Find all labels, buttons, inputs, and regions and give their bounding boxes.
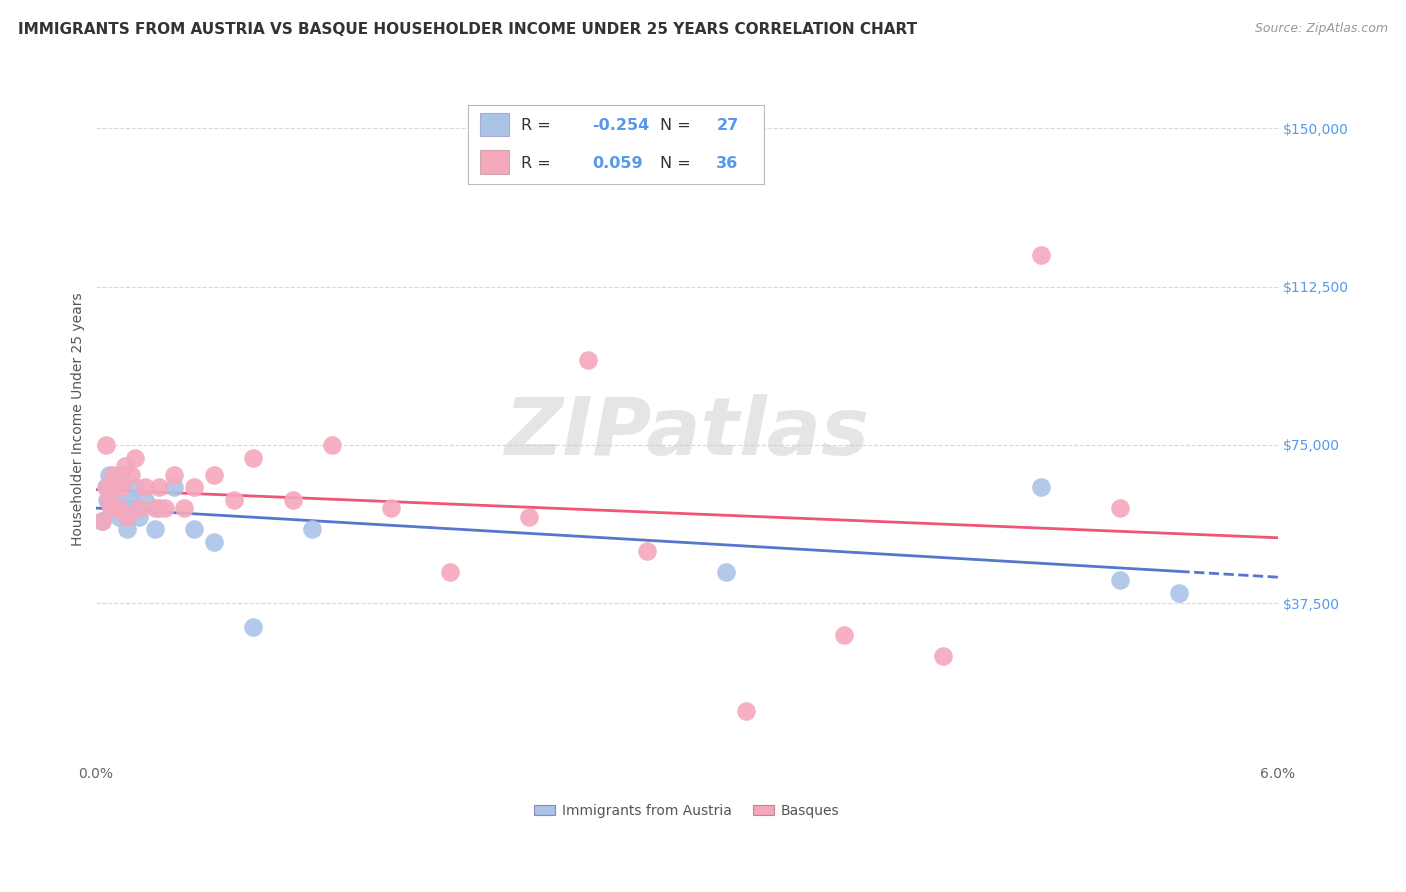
Point — [100, 501, 122, 516]
Point — [143, 523, 166, 537]
Point — [100, 501, 122, 516]
Point — [104, 480, 127, 494]
Point — [98, 467, 121, 482]
Point — [202, 467, 225, 482]
Point — [134, 492, 156, 507]
Point — [242, 619, 264, 633]
Point — [115, 523, 138, 537]
Point — [281, 492, 304, 507]
Point — [735, 704, 758, 718]
Point — [96, 480, 118, 494]
Point — [163, 467, 186, 482]
Point — [202, 535, 225, 549]
Y-axis label: Householder Income Under 25 years: Householder Income Under 25 years — [72, 293, 86, 547]
Point — [120, 492, 142, 507]
Point — [114, 458, 136, 473]
Point — [124, 450, 146, 465]
Point — [115, 509, 138, 524]
Point — [104, 492, 127, 507]
Point — [1031, 248, 1053, 262]
Point — [163, 480, 186, 494]
Point — [1031, 480, 1053, 494]
Point — [96, 492, 118, 507]
Point — [148, 480, 170, 494]
Point — [1109, 573, 1132, 587]
Text: IMMIGRANTS FROM AUSTRIA VS BASQUE HOUSEHOLDER INCOME UNDER 25 YEARS CORRELATION : IMMIGRANTS FROM AUSTRIA VS BASQUE HOUSEH… — [18, 22, 917, 37]
Point — [128, 509, 150, 524]
Point — [380, 501, 402, 516]
Point — [222, 492, 245, 507]
Point — [1168, 586, 1191, 600]
Point — [128, 501, 150, 516]
Point — [321, 438, 343, 452]
Point — [636, 543, 658, 558]
Point — [301, 523, 323, 537]
Point — [173, 501, 195, 516]
Point — [183, 523, 205, 537]
Point — [108, 509, 131, 524]
Point — [110, 480, 132, 494]
Point — [114, 501, 136, 516]
Point — [1109, 501, 1132, 516]
Point — [90, 514, 112, 528]
Point — [124, 480, 146, 494]
Point — [124, 501, 146, 516]
Point — [242, 450, 264, 465]
Point — [110, 467, 132, 482]
Text: Source: ZipAtlas.com: Source: ZipAtlas.com — [1254, 22, 1388, 36]
Point — [108, 501, 131, 516]
Text: ZIPatlas: ZIPatlas — [505, 394, 869, 472]
Point — [834, 628, 856, 642]
Point — [148, 501, 170, 516]
Point — [120, 467, 142, 482]
Point — [517, 509, 540, 524]
Point — [98, 492, 121, 507]
Point — [134, 480, 156, 494]
Point — [153, 501, 176, 516]
Point — [94, 438, 117, 452]
Point — [183, 480, 205, 494]
Point — [94, 480, 117, 494]
Point — [103, 467, 125, 482]
Point — [439, 565, 461, 579]
Legend: Immigrants from Austria, Basques: Immigrants from Austria, Basques — [529, 798, 845, 823]
Point — [716, 565, 738, 579]
Point — [143, 501, 166, 516]
Point — [104, 480, 127, 494]
Point — [576, 353, 599, 368]
Point — [932, 649, 955, 664]
Point — [90, 514, 112, 528]
